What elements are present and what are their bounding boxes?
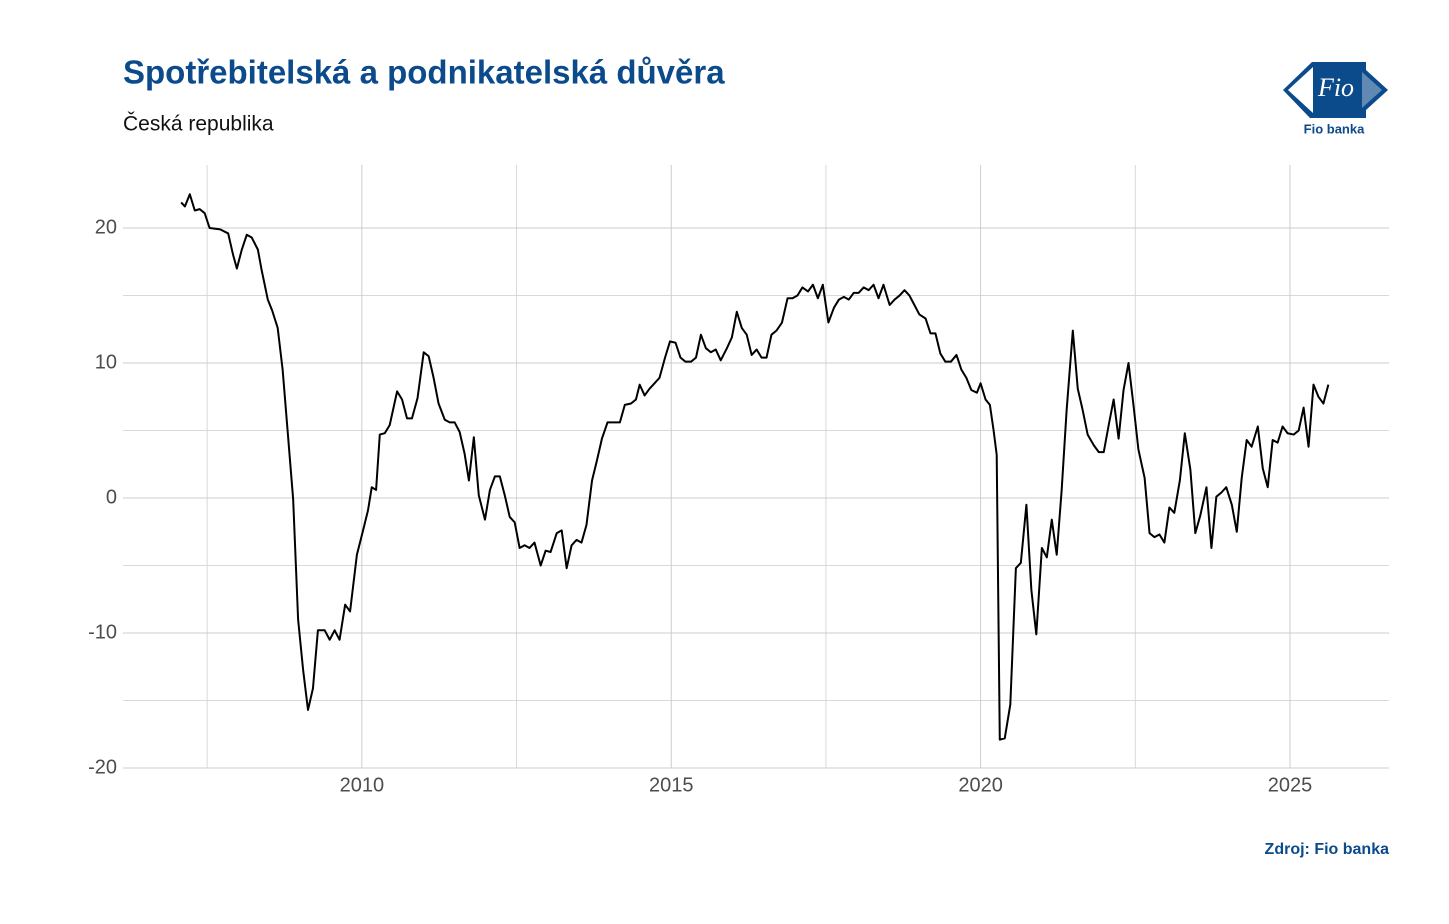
logo: Fio Fio banka — [1283, 62, 1388, 136]
logo-shape — [1288, 67, 1313, 113]
y-tick-label: -20 — [88, 756, 117, 778]
chart-subtitle: Česká republika — [123, 113, 274, 136]
line-series — [180, 193, 1330, 741]
logo-mark: Fio — [1317, 73, 1354, 102]
x-tick-label: 2010 — [340, 774, 385, 796]
source: Zdroj: Fio banka — [1265, 841, 1390, 858]
y-tick-label: -10 — [88, 621, 117, 643]
x-tick-label: 2025 — [1268, 774, 1313, 796]
y-tick-label: 10 — [95, 351, 117, 373]
x-tick-label: 2020 — [958, 774, 1003, 796]
x-tick-label: 2015 — [649, 774, 694, 796]
y-tick-label: 0 — [106, 486, 117, 508]
logo-shape — [1362, 72, 1382, 108]
logo-name: Fio banka — [1304, 121, 1365, 136]
chart-title: Spotřebitelská a podnikatelská důvěra — [123, 54, 725, 91]
y-tick-label: 20 — [95, 216, 117, 238]
